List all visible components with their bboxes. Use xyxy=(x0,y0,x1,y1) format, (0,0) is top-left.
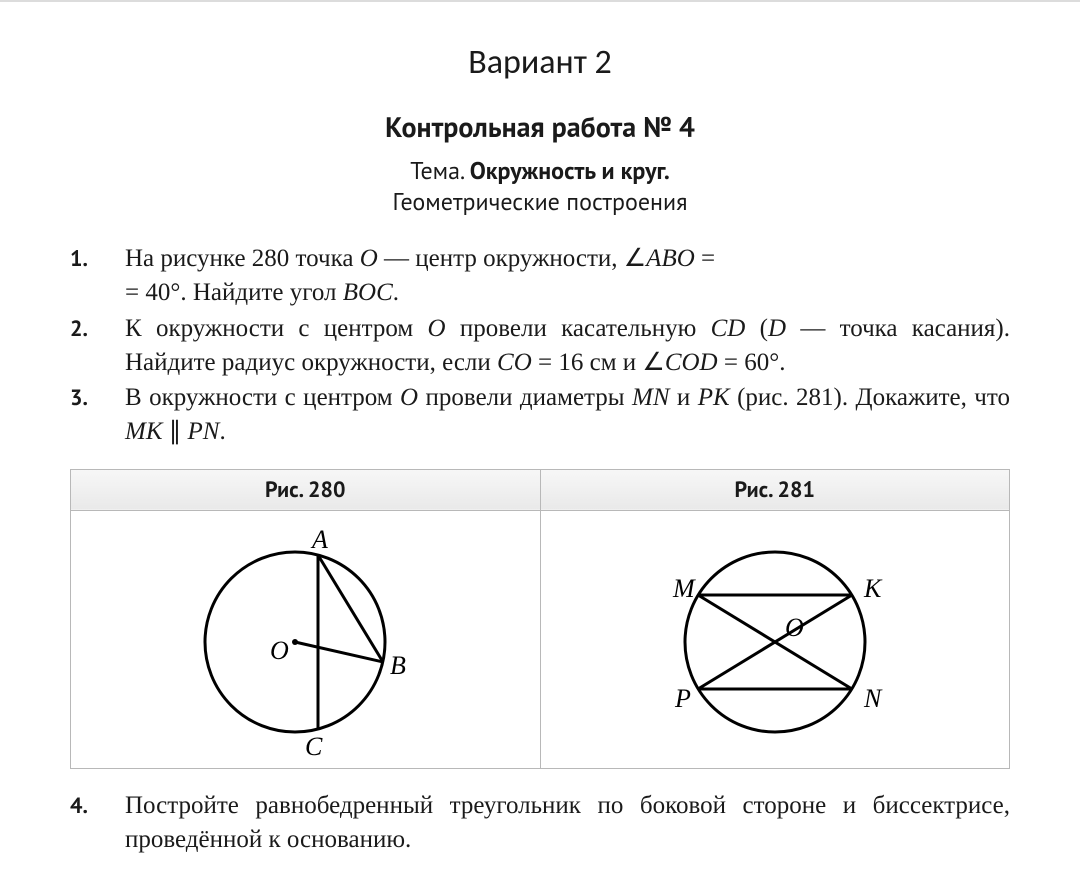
svg-text:M: M xyxy=(672,574,696,603)
fig281-svg: M K P N O xyxy=(635,522,915,752)
problem-row: 3.В окружности с центром O провели диаме… xyxy=(70,381,1010,449)
problem-number: 1. xyxy=(70,242,125,310)
fig280-svg: A B C O xyxy=(175,512,435,762)
svg-text:A: A xyxy=(310,525,328,554)
svg-text:P: P xyxy=(674,684,691,713)
problem-text: К окружности с центром O провели касател… xyxy=(125,312,1010,380)
problem-row: 2.К окружности с центром O провели касат… xyxy=(70,312,1010,380)
problem-row: 1.На рисунке 280 точка O — центр окружно… xyxy=(70,242,1010,310)
svg-text:C: C xyxy=(305,732,323,761)
svg-text:N: N xyxy=(863,684,883,713)
problem-text: На рисунке 280 точка O — центр окружност… xyxy=(125,242,1010,310)
problem-text: Постройте равнобедренный треугольник по … xyxy=(125,789,1010,857)
svg-text:O: O xyxy=(270,636,289,665)
svg-text:O: O xyxy=(785,613,804,642)
svg-text:K: K xyxy=(863,574,883,603)
theme-block: Тема. Окружность и круг. Геометрические … xyxy=(0,155,1080,217)
svg-text:B: B xyxy=(390,651,406,680)
page: Вариант 2 Контрольная работа № 4 Тема. О… xyxy=(0,0,1080,886)
fig280-caption: Рис. 280 xyxy=(71,469,541,510)
fig280-cell: A B C O xyxy=(71,510,541,768)
variant-title: Вариант 2 xyxy=(0,42,1080,83)
figures-table: Рис. 280 Рис. 281 A B C O M K P N O xyxy=(70,469,1010,769)
problems-list: 1.На рисунке 280 точка O — центр окружно… xyxy=(0,242,1080,449)
problem-row: 4. Постройте равнобедренный треугольник … xyxy=(70,789,1010,857)
problem-number: 4. xyxy=(70,789,125,857)
theme-line2: Геометрические построения xyxy=(393,186,688,217)
fig281-caption: Рис. 281 xyxy=(540,469,1010,510)
problem-number: 2. xyxy=(70,312,125,380)
theme-bold: Окружность и круг. xyxy=(470,155,670,186)
fig281-cell: M K P N O xyxy=(540,510,1010,768)
problem-text: В окружности с центром O провели диаметр… xyxy=(125,381,1010,449)
problems-list-2: 4. Постройте равнобедренный треугольник … xyxy=(0,789,1080,857)
theme-prefix: Тема. xyxy=(410,155,470,186)
problem-number: 3. xyxy=(70,381,125,449)
work-title: Контрольная работа № 4 xyxy=(0,108,1080,145)
